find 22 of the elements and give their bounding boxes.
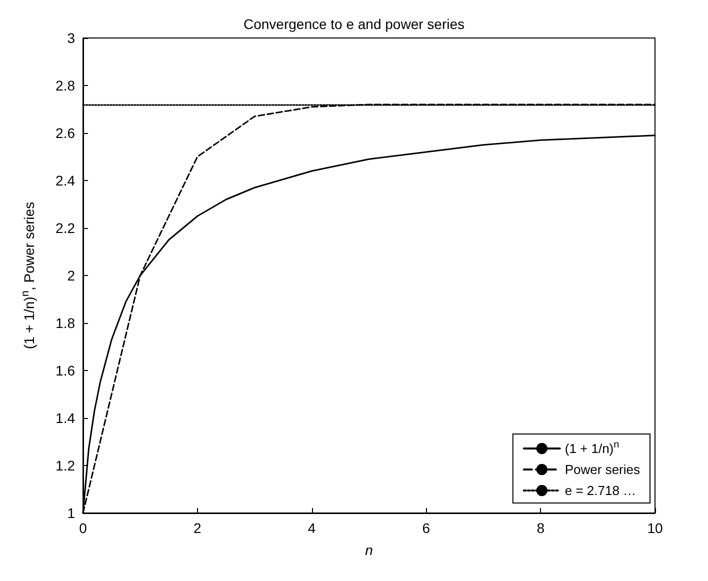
x-tick-label: 4: [308, 520, 316, 536]
y-tick-label: 2.8: [56, 78, 76, 94]
legend-label: e = 2.718 …: [564, 483, 636, 498]
y-tick-label: 1: [67, 505, 76, 521]
legend-label: Power series: [564, 462, 640, 477]
y-tick-label: 1.2: [56, 458, 76, 474]
y-tick-label: 1.6: [56, 362, 76, 378]
x-tick-label: 8: [536, 520, 545, 536]
x-tick-label: 2: [194, 520, 202, 536]
y-tick-label: 2.6: [56, 125, 76, 141]
chart-title: Convergence to e and power series: [243, 16, 465, 32]
x-tick-label: 6: [422, 520, 430, 536]
x-tick-label: 10: [647, 520, 663, 536]
y-tick-label: 3: [67, 30, 76, 46]
y-tick-label: 1.4: [56, 410, 76, 426]
y-tick-label: 2.2: [56, 220, 76, 236]
x-tick-label: 0: [79, 520, 88, 536]
y-tick-label: 2.4: [56, 172, 76, 188]
x-axis-title: n: [365, 542, 374, 558]
y-tick-label: 1.8: [56, 315, 76, 331]
y-tick-label: 2: [67, 268, 76, 284]
y-axis-title: (1 + 1/n)n, Power series: [20, 202, 37, 350]
